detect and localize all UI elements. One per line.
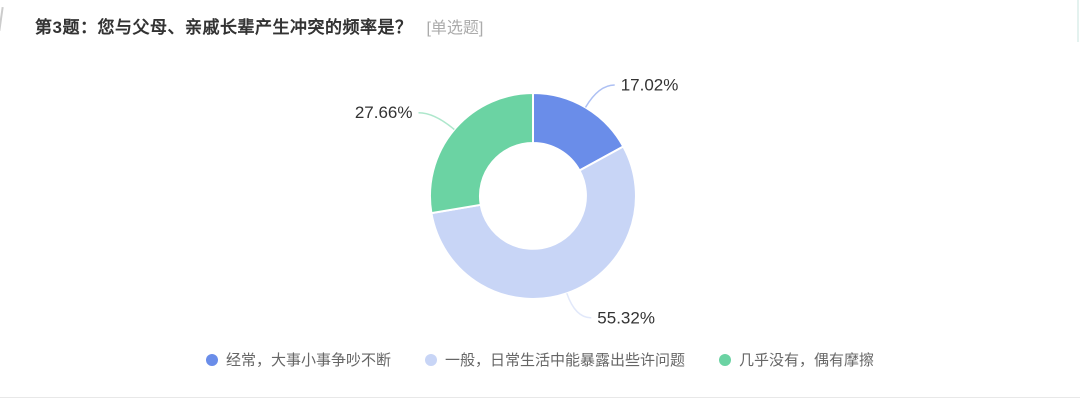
- legend-dot-green: [719, 353, 731, 366]
- legend-label: 几乎没有，偶有摩擦: [739, 352, 875, 369]
- pie-slice-2[interactable]: [428, 92, 534, 215]
- legend-dot-blue: [205, 353, 218, 366]
- legend-dot-lavender: [424, 353, 437, 366]
- legend-label: 经常，大事小事争吵不断: [225, 352, 391, 369]
- question-title-row: 第3题：您与父母、亲戚长辈产生冲突的频率是？ [单选题]: [35, 13, 483, 38]
- slice-percent-label-0: 17.02%: [621, 75, 679, 94]
- slice-percent-label-1: 55.32%: [597, 308, 655, 327]
- legend-label: 一般，日常生活中能暴露出些许问题: [444, 352, 685, 369]
- label-leader-line-0: [584, 84, 615, 108]
- label-leader-line-2: [418, 111, 455, 131]
- question-title: 第3题：您与父母、亲戚长辈产生冲突的频率是？: [35, 18, 413, 37]
- legend-item-almost-never[interactable]: 几乎没有，偶有摩擦: [719, 349, 874, 370]
- pie-slice-1[interactable]: [430, 145, 637, 300]
- question-type-tag: [单选题]: [426, 20, 484, 37]
- card-bottom-border: [0, 397, 1080, 398]
- slice-percent-label-2: 27.66%: [355, 103, 413, 122]
- legend-item-often[interactable]: 经常，大事小事争吵不断: [205, 349, 391, 370]
- legend-item-general[interactable]: 一般，日常生活中能暴露出些许问题: [424, 349, 685, 370]
- right-edge-line: [1077, 0, 1079, 42]
- chart-legend: 经常，大事小事争吵不断 一般，日常生活中能暴露出些许问题 几乎没有，偶有摩擦: [0, 349, 1080, 370]
- label-leader-line-1: [566, 293, 592, 319]
